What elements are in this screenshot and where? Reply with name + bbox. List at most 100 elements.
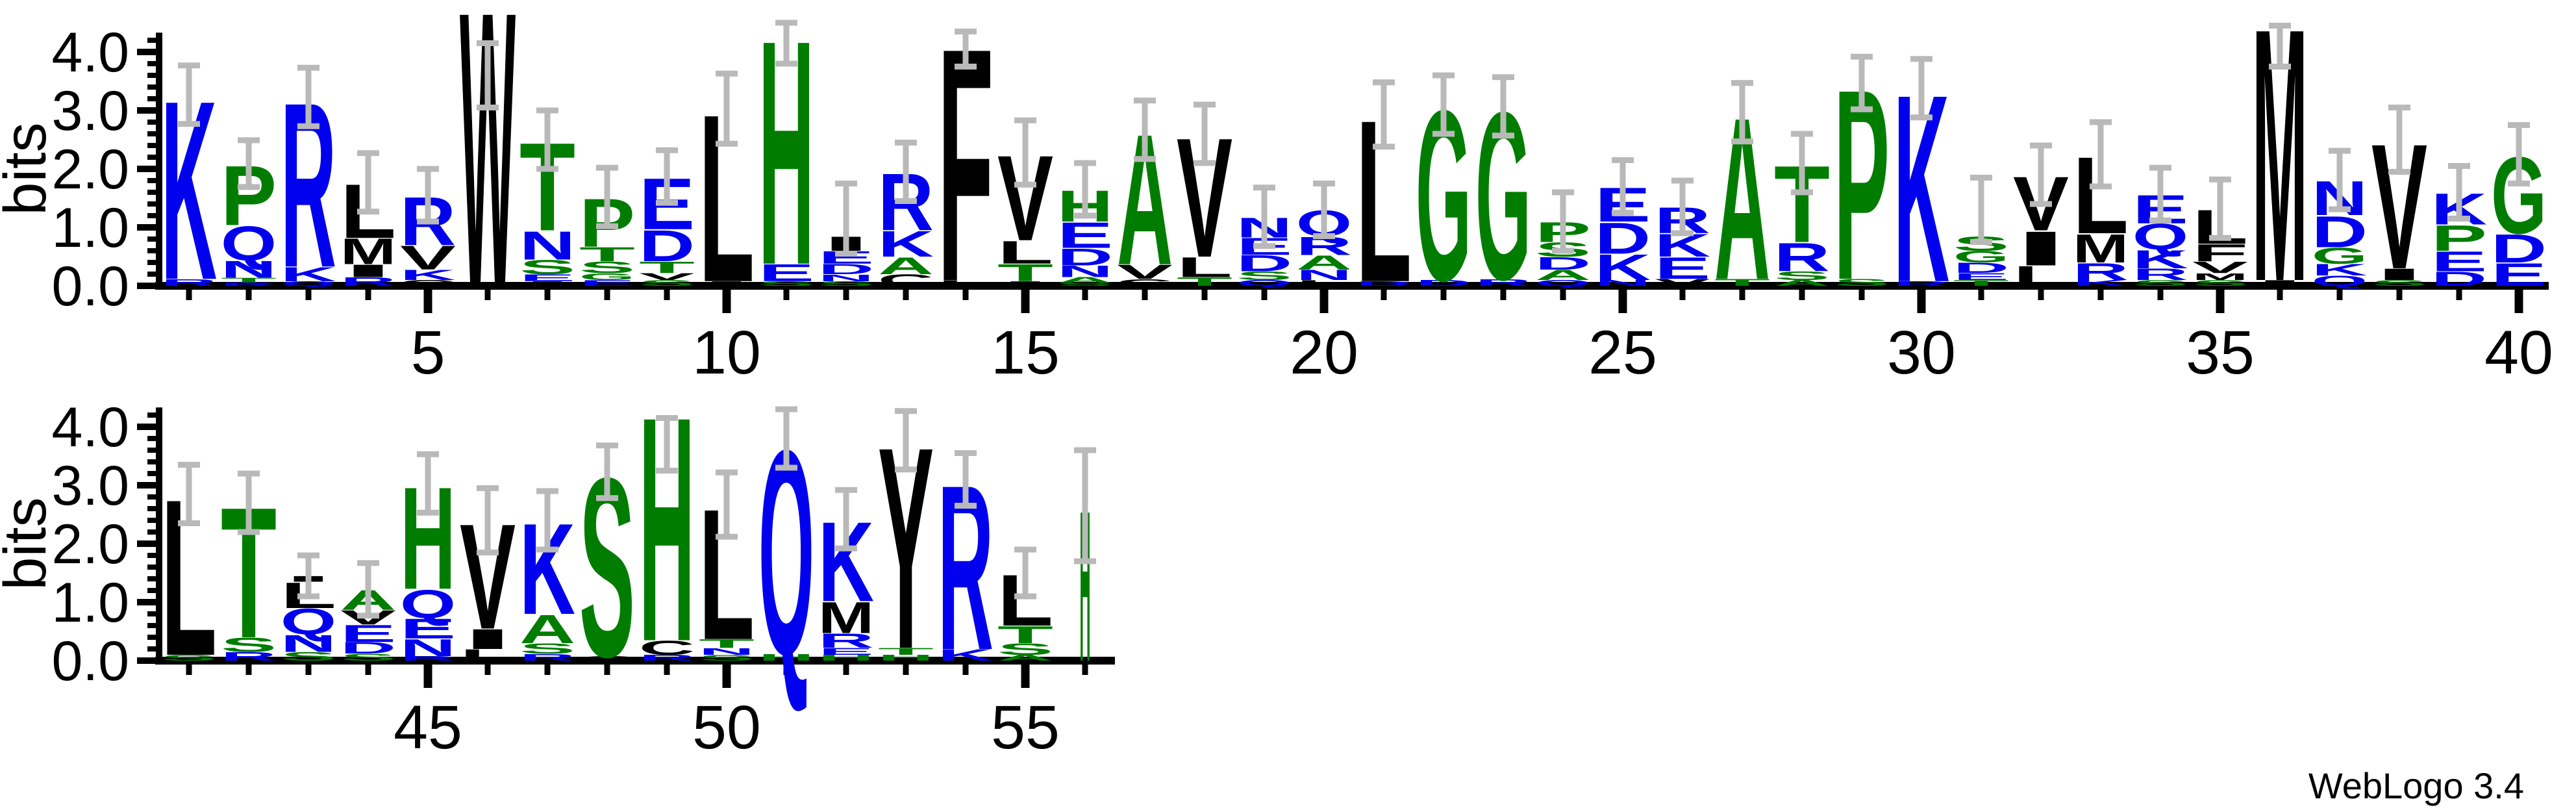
error-bar-55 <box>1014 546 1036 600</box>
logo-letter-43-S: S <box>281 650 336 663</box>
logo-letter-20-N: N <box>1296 267 1352 283</box>
logo-letter-33-M: M <box>2073 226 2129 272</box>
logo-letter-1-R: R <box>161 277 218 288</box>
logo-letter-7-N: N <box>519 223 575 269</box>
logo-letter-31-D: D <box>1953 260 2009 276</box>
logo-row-1-40: 0.01.02.03.04.0bitsRKRTNQPQKRRIML5CKVRWI… <box>0 0 2553 387</box>
y-axis-title: bits <box>0 122 58 215</box>
error-bar-26 <box>1671 177 1694 236</box>
logo-letter-5-V: V <box>400 239 456 277</box>
error-bar-44 <box>357 560 379 619</box>
logo-letter-50-N: N <box>699 646 755 657</box>
logo-letter-4-R: R <box>340 275 398 288</box>
y-tick-label: 1.0 <box>51 197 129 259</box>
logo-letter-13-A: A <box>878 252 934 279</box>
error-bar-25 <box>1612 157 1634 216</box>
logo-letter-31-G: G <box>1953 248 2009 266</box>
logo-letter-43-Q: Q <box>281 602 336 642</box>
error-bar-48 <box>596 442 618 501</box>
logo-column-46: LIV <box>460 494 516 665</box>
logo-letter-35-S: S <box>2192 279 2248 288</box>
logo-column-40: EDG <box>2491 134 2547 293</box>
logo-letter-35-M: M <box>2192 272 2248 283</box>
error-bar-19 <box>1253 184 1275 249</box>
logo-letter-45-E: E <box>400 613 456 645</box>
logo-letter-35-V: V <box>2192 259 2249 277</box>
logo-letter-9-V: V <box>639 272 695 283</box>
logo-letter-26-E: E <box>1655 251 1710 286</box>
logo-letter-16-E: E <box>1057 215 1113 256</box>
logo-letter-32-L: L <box>2013 260 2069 292</box>
error-bar-34 <box>2149 164 2171 223</box>
error-bar-23 <box>1492 74 1514 139</box>
logo-letter-44-D: D <box>340 639 396 657</box>
logo-letter-37-Q: Q <box>2312 273 2368 289</box>
logo-letter-40-D: D <box>2491 226 2547 272</box>
logo-letter-25-D: D <box>1595 214 1651 264</box>
logo-letter-37-D: D <box>2312 207 2368 257</box>
logo-letter-39-D: D <box>2431 268 2487 290</box>
logo-letter-51-H: H <box>758 652 814 663</box>
logo-column-9: SVTDE <box>639 163 695 288</box>
error-bar-41 <box>178 462 200 526</box>
logo-letter-37-G: G <box>2312 244 2368 269</box>
weblogo-version-caption: WebLogo 3.4 <box>2308 765 2524 806</box>
error-bar-47 <box>536 488 558 553</box>
logo-letter-52-M: M <box>818 593 874 643</box>
logo-letter-11-S: S <box>758 281 817 288</box>
error-bar-16 <box>1074 160 1096 219</box>
y-tick-label: 3.0 <box>51 80 129 142</box>
error-bar-45 <box>417 451 439 516</box>
logo-letter-42-R: R <box>221 650 279 663</box>
logo-letter-8-T: T <box>579 243 635 266</box>
logo-column-49: RCH <box>639 350 695 709</box>
logo-letter-3-Q: Q <box>281 281 338 288</box>
logo-letter-25-K: K <box>1595 247 1651 288</box>
logo-letter-23-R: R <box>1475 277 1532 288</box>
x-tick-label: 30 <box>1887 318 1956 387</box>
logo-letter-41-S: S <box>161 653 217 663</box>
logo-letter-34-K: K <box>2132 246 2188 274</box>
error-bar-30 <box>1910 56 1932 121</box>
y-tick-label: 2.0 <box>51 513 129 576</box>
error-bar-18 <box>1194 101 1216 166</box>
logo-letter-8-G: G <box>579 272 635 283</box>
logo-letter-37-K: K <box>2312 261 2368 279</box>
error-bar-49 <box>656 415 678 474</box>
error-bar-37 <box>2329 147 2351 212</box>
logo-letter-12-N: N <box>818 273 874 284</box>
error-bar-3 <box>297 64 319 129</box>
logo-letter-42-S: S <box>221 634 277 657</box>
logo-letter-50-T: T <box>699 637 757 650</box>
logo-letter-8-S: S <box>579 259 635 277</box>
logo-letter-43-N: N <box>281 630 336 657</box>
logo-letter-27-T: T <box>1714 277 1770 288</box>
error-bar-53 <box>895 408 917 473</box>
logo-letter-34-S: S <box>2132 279 2188 288</box>
logo-letter-52-E: E <box>818 646 874 657</box>
logo-letter-39-E: E <box>2431 246 2487 278</box>
logo-letter-10-I: I <box>699 281 759 288</box>
logo-letter-28-S: S <box>1774 269 1830 283</box>
x-tick-label: 35 <box>2186 318 2255 387</box>
error-bar-50 <box>716 469 738 540</box>
x-tick-label: 10 <box>692 318 761 387</box>
x-tick-label: 55 <box>991 693 1060 762</box>
x-tick-label: 5 <box>411 318 445 387</box>
error-bar-56 <box>1074 447 1096 565</box>
logo-letter-33-R: R <box>2073 258 2129 285</box>
logo-letter-40-E: E <box>2491 257 2547 293</box>
logo-letter-38-I: I <box>2371 266 2427 284</box>
error-bar-1 <box>178 62 200 127</box>
x-tick-label: 50 <box>692 693 761 762</box>
error-bar-10 <box>716 70 738 147</box>
logo-letter-7-I: I <box>519 281 580 288</box>
x-tick-label: 15 <box>991 318 1060 387</box>
logo-letter-45-R: R <box>400 655 462 663</box>
